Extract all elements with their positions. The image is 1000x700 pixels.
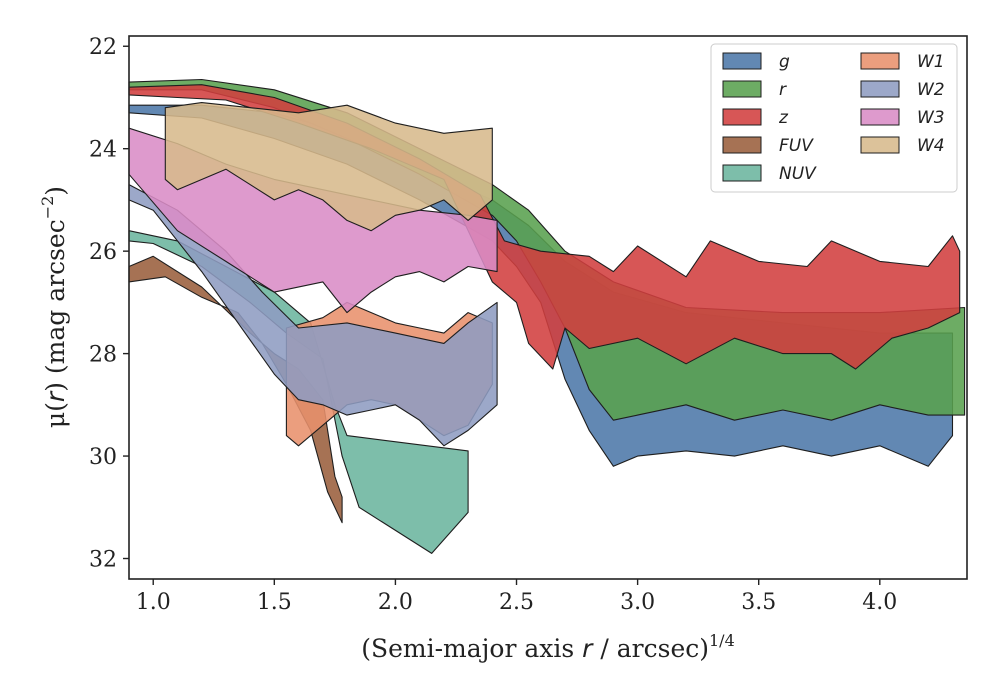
y-axis-label-pre: μ( [41,402,70,428]
y-tick-label: 32 [89,548,117,573]
x-tick-label: 2.0 [378,590,413,615]
legend-label-w4: W4 [917,136,945,156]
series-layer [128,78,966,554]
y-tick-label: 30 [89,445,117,470]
legend-label-z: z [778,108,789,128]
series-band-w4 [164,102,493,232]
legend-swatch-r [722,80,762,98]
y-tick-label: 24 [89,138,117,163]
x-tick-label: 3.0 [620,590,655,615]
legend-label-nuv: NUV [779,164,817,184]
y-axis-label-end: ) [41,186,70,196]
legend-swatch-w4 [860,136,900,154]
legend-label-w1: W1 [917,52,945,72]
axes-frame [128,35,968,580]
x-tick-label: 3.5 [741,590,776,615]
legend-items: grz FUV NUV W1 W2 W3 W4 [722,52,945,184]
x-axis-label: (Semi-major axis r / arcsec)1/4 [361,631,735,663]
legend-swatch-w1 [860,52,900,70]
legend-swatch-fuv [722,136,762,154]
legend-swatch-g [722,52,762,70]
legend-label-w3: W3 [917,108,945,128]
x-axis-label-post: / arcsec) [592,634,709,663]
y-axis-label-var: r [41,390,70,402]
legend-label-r: r [779,80,787,100]
y-axis: 22 24 26 28 30 32 [89,35,129,573]
plot-area [128,35,968,580]
legend-swatch-nuv [722,164,762,182]
y-tick-label: 26 [89,240,117,265]
legend-swatch-z [722,108,762,126]
legend-label-fuv: FUV [779,136,814,156]
legend-swatch-w2 [860,80,900,98]
y-axis-label: μ(r) (mag arcsec−2) [38,186,70,428]
x-tick-label: 4.0 [862,590,897,615]
legend-swatch-w3 [860,108,900,126]
x-axis-label-sup: 1/4 [709,631,735,650]
x-axis: 1.0 1.5 2.0 2.5 3.0 3.5 4.0 [136,579,897,615]
y-axis-label-sup: −2 [38,196,57,220]
y-tick-label: 22 [89,35,117,60]
y-tick-label: 28 [89,343,117,368]
x-tick-label: 2.5 [499,590,534,615]
legend-label-w2: W2 [917,80,945,100]
x-tick-label: 1.0 [136,590,171,615]
x-tick-label: 1.5 [257,590,292,615]
legend-label-g: g [779,52,790,72]
y-axis-label-post: ) (mag arcsec [41,219,70,392]
x-axis-label-var: r [582,634,594,663]
legend: grz FUV NUV W1 W2 W3 W4 [710,43,958,193]
x-axis-label-pre: (Semi-major axis [361,634,582,663]
